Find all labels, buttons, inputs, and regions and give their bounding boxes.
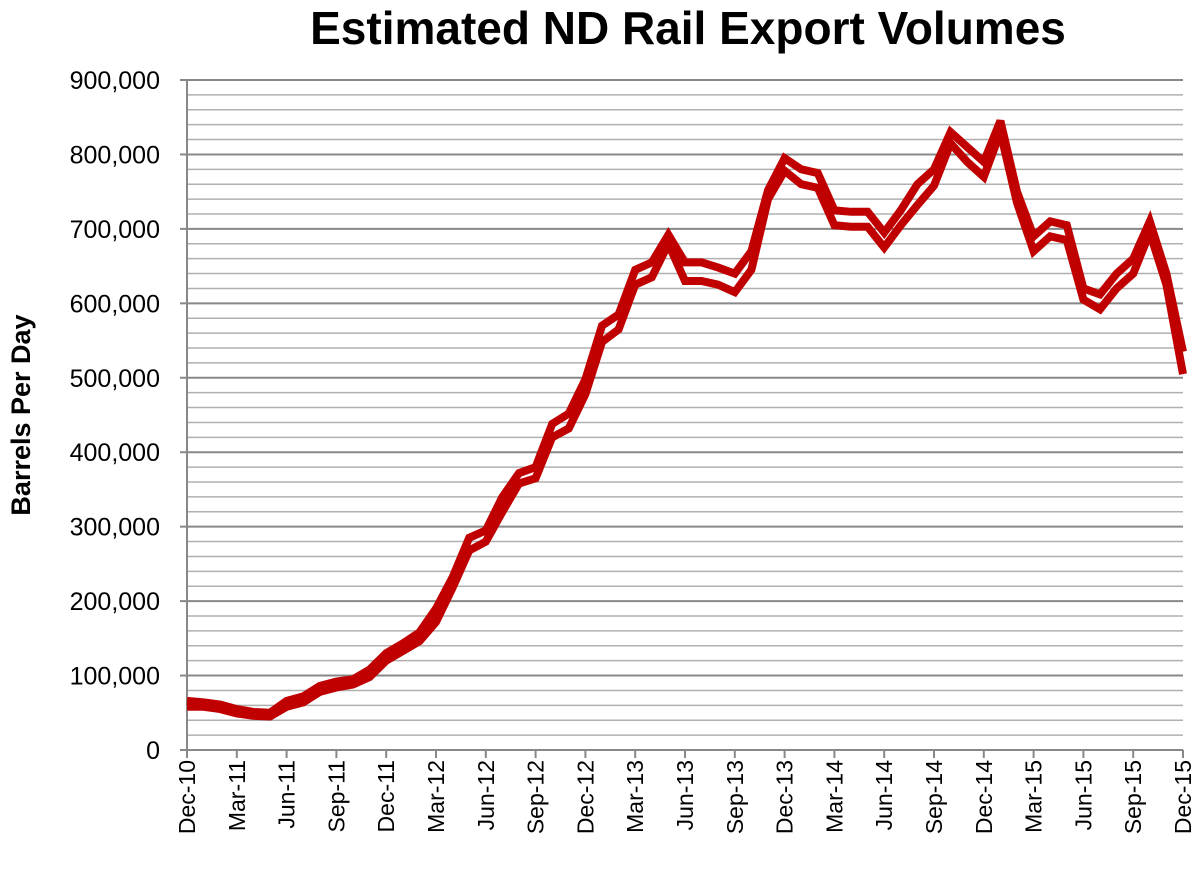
x-tick-label: Dec-15 xyxy=(1170,760,1196,834)
x-tick-label: Sep-11 xyxy=(323,760,349,832)
y-axis-label: Barrels Per Day xyxy=(6,314,36,515)
y-tick-label: 300,000 xyxy=(70,514,160,542)
x-tick-label: Sep-15 xyxy=(1120,760,1146,834)
y-tick-label: 0 xyxy=(146,737,160,765)
series-line-1 xyxy=(186,119,1187,717)
x-tick-label: Mar-11 xyxy=(224,760,250,831)
series-line-2 xyxy=(187,130,1187,721)
y-tick-label: 100,000 xyxy=(70,663,160,691)
y-tick-label: 700,000 xyxy=(70,216,160,244)
x-tick-label: Mar-14 xyxy=(821,760,847,833)
x-tick-label: Dec-12 xyxy=(572,760,598,834)
x-tick-label: Sep-13 xyxy=(722,760,748,834)
x-tick-label: Mar-15 xyxy=(1021,760,1047,833)
x-tick-label: Sep-12 xyxy=(523,760,549,834)
x-tick-label: Dec-11 xyxy=(373,760,399,832)
chart-title: Estimated ND Rail Export Volumes xyxy=(310,2,1066,54)
x-tick-label: Mar-12 xyxy=(423,760,449,833)
x-tick-label: Jun-11 xyxy=(274,760,300,829)
y-tick-label: 800,000 xyxy=(70,141,160,169)
y-tick-label: 500,000 xyxy=(70,365,160,393)
x-tick-label: Jun-15 xyxy=(1070,760,1096,830)
y-tick-label: 200,000 xyxy=(70,588,160,616)
x-tick-label: Dec-13 xyxy=(772,760,798,834)
y-tick-label: 600,000 xyxy=(70,290,160,318)
x-tick-label: Jun-13 xyxy=(672,760,698,830)
y-tick-label: 900,000 xyxy=(70,67,160,95)
x-tick-label: Jun-14 xyxy=(871,760,897,831)
x-tick-label: Dec-14 xyxy=(971,760,997,834)
x-tick-label: Mar-13 xyxy=(622,760,648,833)
x-tick-label: Jun-12 xyxy=(473,760,499,830)
x-tick-label: Sep-14 xyxy=(921,760,947,834)
x-tick-label: Dec-10 xyxy=(174,760,200,834)
y-tick-label: 400,000 xyxy=(70,439,160,467)
